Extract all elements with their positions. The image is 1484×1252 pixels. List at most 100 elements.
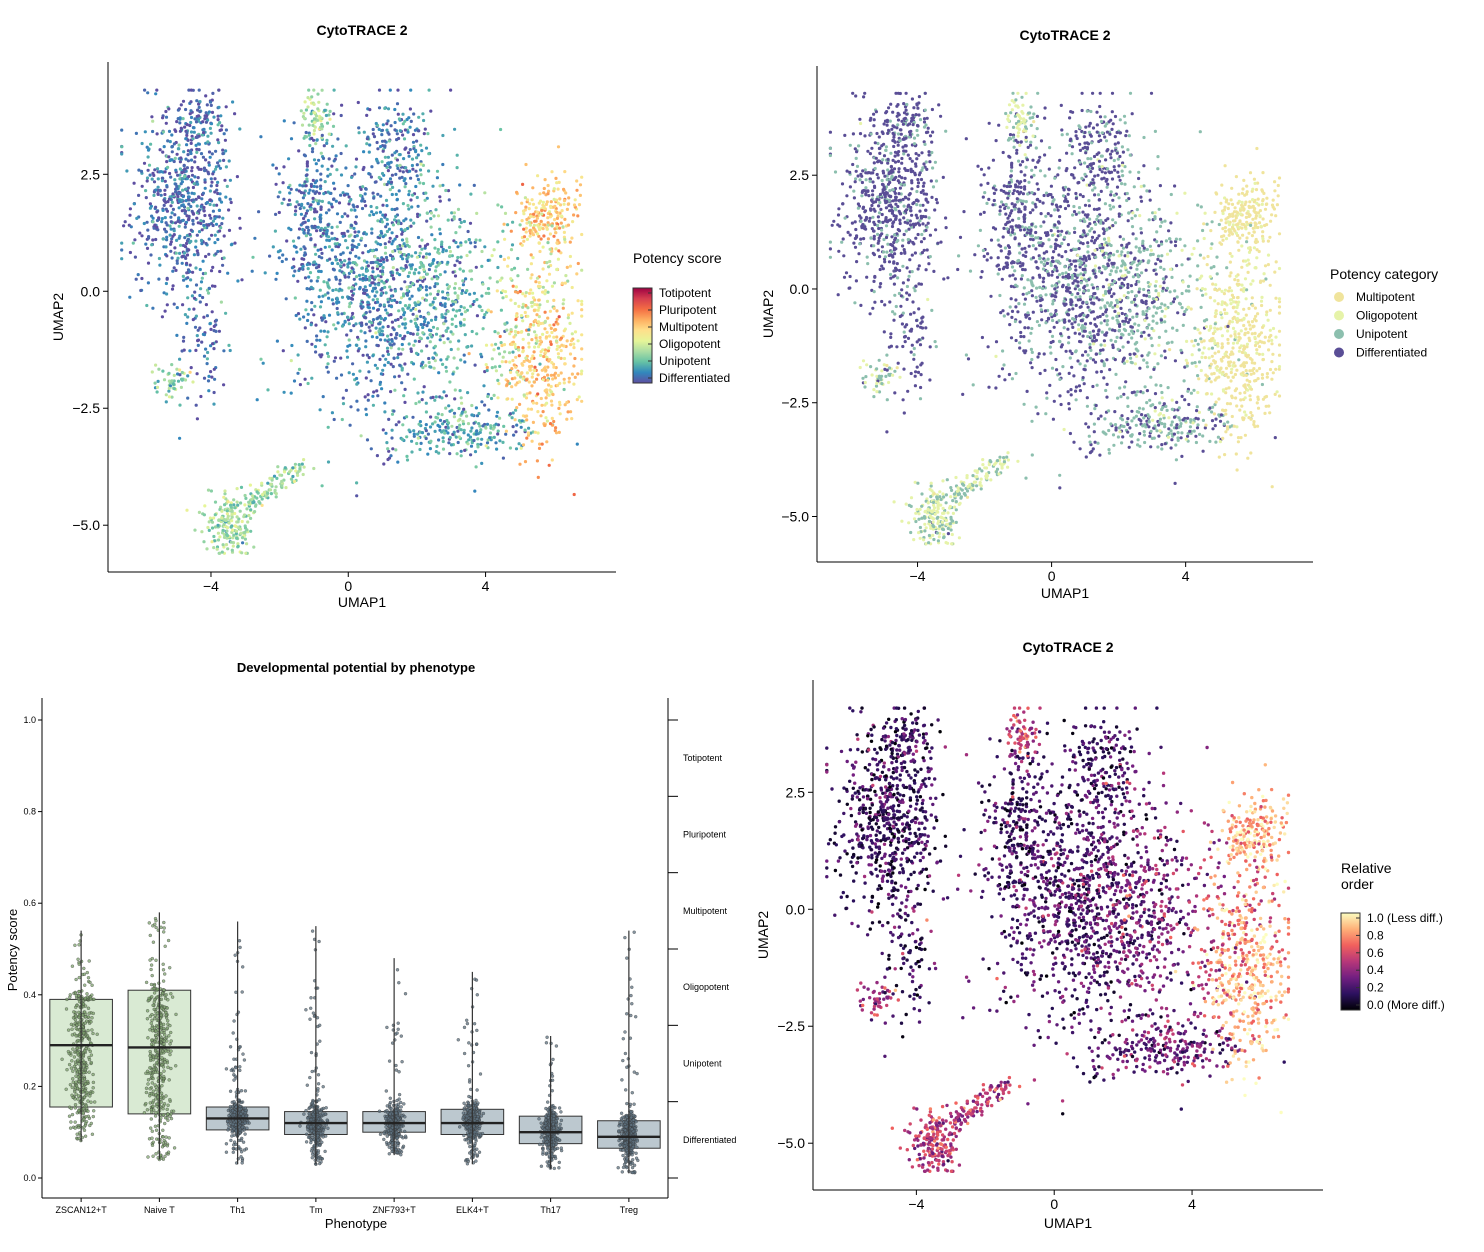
umap-point	[534, 280, 538, 284]
umap-point	[301, 196, 305, 200]
umap-point	[320, 256, 324, 260]
umap-point	[161, 130, 165, 134]
umap-point	[876, 248, 880, 252]
umap-point	[473, 245, 477, 249]
umap-point	[168, 224, 172, 228]
umap-point	[340, 260, 344, 264]
umap-point	[303, 214, 307, 218]
umap-point	[195, 135, 199, 139]
umap-point	[979, 212, 983, 216]
umap-point	[1000, 277, 1004, 281]
umap-point	[434, 208, 438, 212]
umap-point	[424, 436, 428, 441]
umap-point	[326, 370, 330, 374]
umap-point	[421, 255, 426, 259]
umap-point	[512, 266, 517, 270]
umap-point	[347, 195, 351, 199]
umap-point	[391, 223, 395, 227]
umap-point	[170, 287, 175, 291]
umap-point	[517, 304, 521, 308]
umap-point	[875, 367, 879, 371]
umap-point	[1023, 246, 1027, 250]
umap-point	[855, 260, 859, 264]
umap-point	[435, 444, 439, 448]
umap-point	[1023, 185, 1027, 189]
umap-point	[151, 171, 155, 175]
umap-point	[207, 374, 211, 378]
umap-point	[215, 547, 219, 551]
umap-point	[165, 254, 169, 258]
umap-point	[291, 239, 296, 243]
umap-point	[307, 123, 311, 127]
umap-point	[210, 526, 215, 530]
umap-point	[986, 181, 990, 185]
umap-point	[180, 349, 184, 353]
umap-point	[468, 292, 472, 296]
umap-point	[408, 263, 412, 267]
umap-point	[226, 500, 230, 504]
umap-point	[560, 209, 564, 213]
umap-point	[885, 363, 889, 368]
umap-point	[395, 271, 399, 275]
umap-point	[170, 133, 174, 137]
umap-point	[341, 251, 345, 255]
umap-point	[336, 137, 340, 141]
umap-point	[181, 117, 185, 121]
umap-point	[933, 160, 938, 164]
umap-point	[508, 412, 513, 416]
umap-point	[898, 198, 902, 202]
umap-point	[475, 298, 479, 302]
umap-point	[178, 357, 182, 361]
umap-point	[496, 378, 500, 382]
umap-point	[519, 375, 523, 379]
umap-point	[323, 180, 327, 184]
umap-point	[375, 206, 379, 210]
umap-point	[854, 169, 858, 173]
umap-point	[523, 294, 527, 298]
umap-point	[206, 134, 210, 138]
umap-point	[188, 232, 192, 237]
umap-point	[401, 170, 405, 174]
umap-point	[482, 315, 486, 319]
umap-point	[526, 431, 531, 435]
umap-point	[162, 145, 166, 149]
umap-point	[350, 285, 354, 289]
umap-point	[207, 237, 211, 241]
umap-point	[183, 174, 187, 179]
umap-point	[422, 268, 426, 272]
umap-point	[179, 219, 183, 223]
umap-point	[198, 208, 202, 212]
umap-point	[991, 158, 996, 162]
umap-point	[886, 168, 890, 172]
umap-point	[284, 486, 288, 490]
umap-point	[413, 339, 417, 343]
umap-point	[243, 531, 247, 535]
umap-point	[416, 436, 420, 440]
umap-point	[360, 266, 364, 270]
umap-point	[511, 425, 515, 429]
umap-point	[876, 215, 881, 219]
umap-point	[339, 252, 343, 256]
umap-point	[884, 192, 888, 196]
umap-point	[224, 165, 228, 169]
umap-point	[427, 360, 431, 365]
umap-point	[904, 208, 909, 212]
umap-point	[423, 320, 427, 324]
umap-point	[404, 182, 408, 186]
umap-point	[380, 279, 384, 283]
umap-point	[195, 334, 199, 338]
umap-point	[571, 220, 575, 224]
umap-point	[913, 251, 918, 255]
umap-point	[523, 208, 527, 212]
umap-point	[998, 205, 1002, 209]
umap-point	[417, 339, 421, 343]
umap-point	[207, 389, 211, 393]
umap-point	[1004, 212, 1008, 216]
umap-point	[438, 184, 442, 188]
umap-point	[418, 336, 422, 340]
umap-point	[436, 214, 441, 218]
umap-point	[409, 198, 413, 202]
umap-point	[467, 438, 471, 442]
umap-point	[564, 191, 568, 195]
umap-point	[222, 132, 226, 136]
